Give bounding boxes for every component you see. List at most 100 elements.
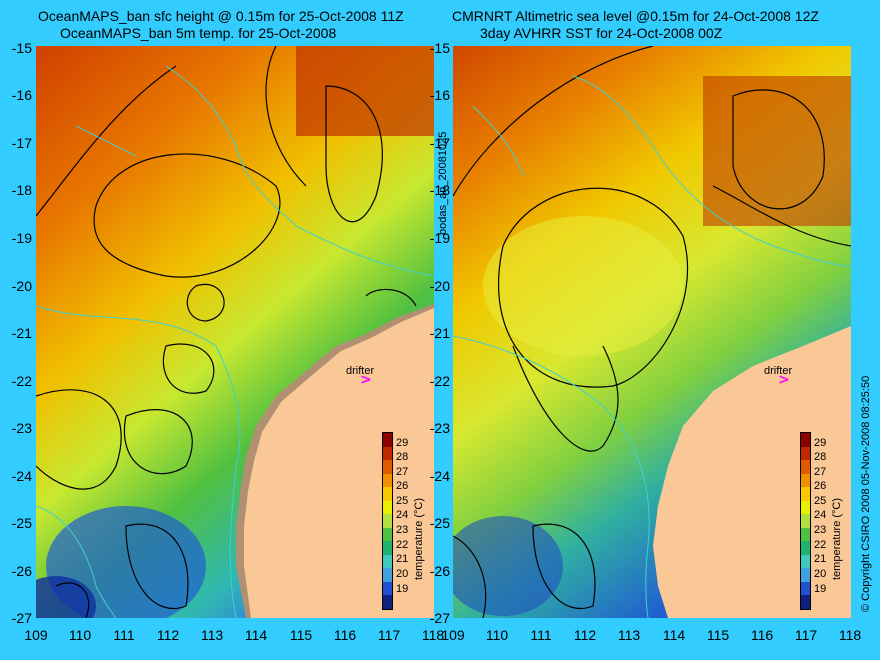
y-tick: -15 (429, 40, 450, 56)
y-tick: -25 (429, 515, 450, 531)
right-drifter-marker: > (778, 372, 790, 388)
x-tick: 114 (244, 627, 268, 643)
colorbar-tick: 22 (396, 539, 409, 551)
y-tick: -23 (11, 420, 32, 436)
x-tick: 116 (750, 627, 774, 643)
colorbar-tick: 26 (396, 480, 409, 492)
right-colorbar-strip (800, 432, 811, 610)
y-tick: -20 (11, 278, 32, 294)
colorbar-segment (383, 433, 392, 447)
right-contours (453, 46, 851, 618)
copyright-label: © Copyright CSIRO 2008 05-Nov-2008 08:25… (860, 375, 872, 612)
right-title-line1: CMRNRT Altimetric sea level @0.15m for 2… (452, 8, 819, 24)
y-tick: -27 (11, 610, 32, 626)
colorbar-segment (801, 514, 810, 528)
colorbar-tick: 27 (814, 466, 827, 478)
colorbar-segment (383, 581, 392, 596)
colorbar-segment (801, 554, 810, 569)
colorbar-tick: 21 (814, 553, 827, 565)
y-tick: -20 (429, 278, 450, 294)
y-tick: -24 (429, 468, 450, 484)
colorbar-segment (383, 460, 392, 474)
colorbar-tick: 25 (814, 495, 827, 507)
colorbar-tick: 20 (396, 568, 409, 580)
x-tick: 118 (838, 627, 862, 643)
x-tick: 113 (200, 627, 224, 643)
colorbar-segment (801, 473, 810, 488)
colorbar-segment (801, 433, 810, 447)
x-tick: 110 (485, 627, 509, 643)
colorbar-tick: 19 (814, 583, 827, 595)
colorbar-segment (383, 500, 392, 515)
right-title-line2: 3day AVHRR SST for 24-Oct-2008 00Z (480, 25, 723, 41)
right-coast-contours (453, 75, 851, 618)
y-tick: -16 (11, 87, 32, 103)
y-tick: -19 (429, 230, 450, 246)
colorbar-tick: 27 (396, 466, 409, 478)
colorbar-tick: 24 (396, 509, 409, 521)
colorbar-tick: 20 (814, 568, 827, 580)
x-tick: 111 (113, 627, 135, 643)
y-tick: -16 (429, 87, 450, 103)
x-tick: 112 (573, 627, 597, 643)
colorbar-segment (383, 595, 392, 609)
colorbar-tick: 29 (396, 437, 409, 449)
y-tick: -22 (429, 373, 450, 389)
left-map-panel (36, 46, 434, 618)
colorbar-tick: 25 (396, 495, 409, 507)
colorbar-segment (383, 568, 392, 582)
y-tick: -27 (429, 610, 450, 626)
left-map (36, 46, 434, 618)
left-coast-contours (36, 65, 434, 618)
y-tick: -18 (11, 182, 32, 198)
left-colorbar-title: temperature (°C) (413, 497, 425, 580)
run-id-label: bodas_an_20081025 (437, 131, 449, 235)
x-tick: 111 (530, 627, 552, 643)
right-colorbar-title: temperature (°C) (831, 497, 843, 580)
colorbar-segment (383, 541, 392, 555)
colorbar-segment (801, 581, 810, 596)
colorbar-segment (801, 500, 810, 515)
colorbar-tick: 19 (396, 583, 409, 595)
colorbar-segment (801, 568, 810, 582)
colorbar-tick: 28 (814, 451, 827, 463)
colorbar-tick: 26 (814, 480, 827, 492)
colorbar-segment (801, 595, 810, 609)
y-tick: -21 (429, 325, 450, 341)
y-tick: -17 (429, 135, 450, 151)
left-title-line2: OceanMAPS_ban 5m temp. for 25-Oct-2008 (60, 25, 337, 41)
y-tick: -21 (11, 325, 32, 341)
colorbar-segment (801, 460, 810, 474)
x-tick: 115 (706, 627, 730, 643)
colorbar-tick: 24 (814, 509, 827, 521)
y-tick: -19 (11, 230, 32, 246)
x-tick: 109 (24, 627, 48, 643)
left-drifter-marker: > (360, 372, 372, 388)
y-tick: -15 (11, 40, 32, 56)
colorbar-segment (383, 527, 392, 542)
colorbar-segment (801, 541, 810, 555)
left-drifter-label: drifter (346, 365, 375, 377)
colorbar-segment (801, 446, 810, 461)
y-tick: -26 (429, 563, 450, 579)
x-tick: 117 (794, 627, 818, 643)
x-tick: 113 (617, 627, 641, 643)
y-tick: -26 (11, 563, 32, 579)
x-tick: 118 (421, 627, 445, 643)
x-tick: 114 (662, 627, 686, 643)
colorbar-tick: 22 (814, 539, 827, 551)
y-tick: -24 (11, 468, 32, 484)
x-tick: 110 (68, 627, 92, 643)
right-drifter-label: drifter (764, 365, 793, 377)
colorbar-tick: 28 (396, 451, 409, 463)
right-map-panel (453, 46, 851, 618)
y-tick: -25 (11, 515, 32, 531)
colorbar-tick: 29 (814, 437, 827, 449)
colorbar-segment (383, 514, 392, 528)
x-tick: 115 (289, 627, 313, 643)
colorbar-segment (801, 487, 810, 501)
right-map (453, 46, 851, 618)
x-tick: 112 (156, 627, 180, 643)
colorbar-segment (383, 473, 392, 488)
colorbar-segment (383, 446, 392, 461)
